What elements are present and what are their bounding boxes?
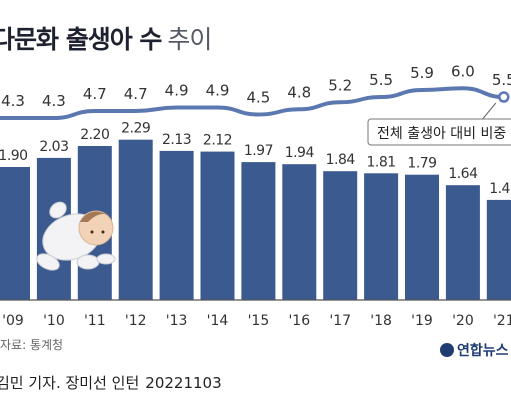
- bar-label-7: 1.94: [285, 145, 315, 161]
- baby-hand: [96, 253, 116, 265]
- x-tick-1: '10: [43, 313, 65, 329]
- bar-11: [445, 185, 480, 300]
- x-tick-10: '19: [411, 313, 433, 329]
- logo-text: 연합뉴스: [457, 343, 509, 359]
- series-name-label: 전체 출생아 대비 비중: [377, 126, 506, 142]
- x-tick-8: '17: [329, 313, 351, 329]
- source-note: 자료: 통계청: [0, 338, 64, 352]
- bar-label-2: 2.20: [80, 127, 109, 143]
- line-label-2: 4.7: [83, 85, 107, 103]
- x-tick-6: '15: [248, 313, 270, 329]
- chart-title-main: 다문화 출생아 수: [0, 25, 162, 54]
- baby-leg-2: [76, 254, 100, 270]
- chart-title: 다문화 출생아 수 추이: [0, 20, 212, 56]
- credit-date: 20221103: [145, 374, 222, 392]
- bar-10: [405, 174, 439, 300]
- x-tick-5: '14: [207, 313, 229, 329]
- x-tick-2: '11: [84, 313, 106, 329]
- bar-3: [118, 139, 153, 300]
- bar-12: [486, 199, 511, 300]
- yonhap-logo: 연합뉴스: [440, 340, 509, 360]
- line-series: [0, 86, 506, 120]
- baby-leg: [36, 253, 60, 271]
- bar-label-6: 1.97: [244, 143, 273, 159]
- line-label-7: 4.8: [287, 83, 311, 101]
- baby-head: [78, 210, 114, 246]
- bar-9: [364, 173, 399, 300]
- line-label-3: 4.7: [124, 85, 148, 103]
- baby-eye: [90, 230, 94, 234]
- bar-8: [323, 171, 358, 300]
- credit-line: 김민 기자. 장미선 인턴 20221103: [0, 372, 222, 393]
- line-label-8: 5.2: [328, 76, 352, 94]
- line-label-5: 4.9: [206, 82, 230, 100]
- baby-hair: [80, 211, 110, 222]
- bar-4: [159, 150, 194, 300]
- bar-label-4: 2.13: [162, 132, 191, 148]
- line-label-0: 4.3: [1, 92, 25, 110]
- logo-mark-icon: [440, 343, 454, 357]
- bar-5: [200, 151, 235, 300]
- line-label-12: 5.5: [492, 71, 511, 89]
- bar-label-8: 1.84: [326, 152, 356, 168]
- bar-label-5: 2.12: [203, 133, 232, 149]
- x-tick-0: '09: [2, 313, 24, 329]
- series-callout-line: [481, 102, 497, 121]
- bar-label-12: 1.43: [489, 181, 511, 197]
- bar-0: [0, 167, 30, 300]
- baby-eye-2: [101, 230, 105, 234]
- line-label-6: 4.5: [246, 89, 270, 107]
- x-tick-12: '21: [493, 313, 511, 329]
- credit-name: 김민 기자. 장미선 인턴: [0, 374, 140, 392]
- line-label-10: 5.9: [410, 64, 434, 82]
- bar-label-3: 2.29: [121, 121, 150, 137]
- x-tick-4: '13: [166, 313, 188, 329]
- bar-label-1: 2.03: [39, 139, 68, 155]
- line-label-1: 4.3: [42, 92, 66, 110]
- x-tick-9: '18: [370, 313, 392, 329]
- x-tick-7: '16: [288, 313, 310, 329]
- chart-title-sub: 추이: [167, 25, 212, 54]
- line-label-9: 5.5: [369, 71, 393, 89]
- bar-6: [241, 162, 276, 300]
- line-label-11: 6.0: [451, 62, 475, 80]
- bar-label-0: 1.90: [0, 148, 28, 164]
- series-callout-box: [367, 118, 511, 146]
- baby-illustration-icon: [36, 201, 116, 271]
- baby-arm: [49, 201, 67, 219]
- line-end-marker: [498, 91, 510, 103]
- bar-7: [282, 164, 317, 300]
- bar-label-11: 1.64: [448, 166, 478, 182]
- line-label-4: 4.9: [165, 82, 189, 100]
- x-tick-11: '20: [452, 313, 474, 329]
- bar-label-10: 1.79: [407, 156, 436, 172]
- x-tick-3: '12: [125, 313, 147, 329]
- bar-label-9: 1.81: [367, 154, 396, 170]
